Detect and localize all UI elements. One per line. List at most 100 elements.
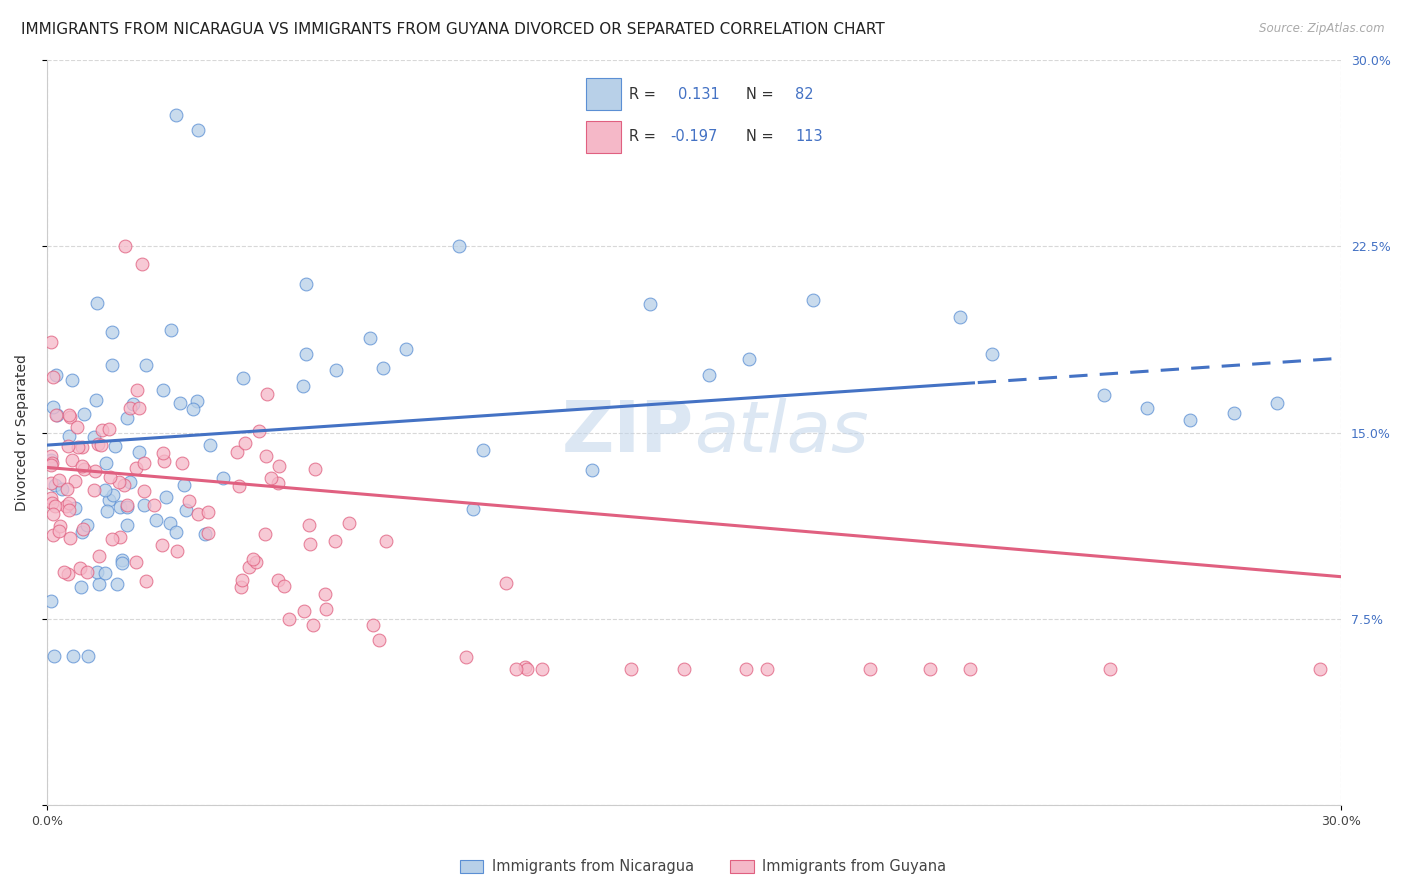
Point [125, 383, 148, 397]
Point [135, 574, 157, 588]
Point [58, 495, 80, 509]
Point [41, 594, 63, 608]
Point [169, 396, 191, 410]
Point [98, 493, 121, 508]
Point [292, 604, 315, 618]
Point [197, 526, 219, 541]
Point [918, 662, 941, 676]
Point [734, 662, 756, 676]
Point [229, 581, 252, 595]
Point [59, 531, 82, 545]
Point [225, 445, 247, 459]
Point [232, 371, 254, 385]
Point [194, 527, 217, 541]
Point [145, 513, 167, 527]
Point [41, 453, 63, 467]
Point [513, 660, 536, 674]
Point [111, 556, 134, 570]
Point [56, 439, 79, 453]
Point [187, 122, 209, 136]
Point [181, 401, 204, 416]
Point [211, 470, 233, 484]
Point [949, 310, 972, 324]
Point [447, 239, 470, 253]
Point [62, 649, 84, 664]
Point [58, 408, 80, 422]
Point [93, 566, 115, 580]
Point [108, 530, 131, 544]
Point [45, 368, 67, 382]
Text: IMMIGRANTS FROM NICARAGUA VS IMMIGRANTS FROM GUYANA DIVORCED OR SEPARATED CORREL: IMMIGRANTS FROM NICARAGUA VS IMMIGRANTS … [21, 22, 884, 37]
Point [337, 516, 360, 531]
Point [96, 504, 118, 518]
Point [89, 549, 111, 563]
Point [471, 442, 494, 457]
Point [98, 470, 121, 484]
Point [73, 407, 96, 421]
Point [247, 424, 270, 438]
Point [76, 518, 98, 533]
Point [673, 662, 696, 676]
Point [801, 293, 824, 307]
Point [83, 483, 105, 497]
Point [115, 517, 138, 532]
Point [260, 471, 283, 485]
Point [49, 518, 72, 533]
Point [115, 411, 138, 425]
Point [83, 465, 105, 479]
Point [359, 331, 381, 345]
Point [495, 575, 517, 590]
Point [186, 394, 208, 409]
Point [152, 445, 174, 459]
Point [187, 507, 209, 521]
Point [128, 444, 150, 458]
Point [516, 662, 538, 676]
Point [121, 397, 143, 411]
Point [87, 576, 110, 591]
Point [41, 458, 63, 472]
Point [94, 483, 117, 497]
Point [104, 439, 127, 453]
Point [1180, 413, 1202, 427]
Point [48, 473, 70, 487]
Point [48, 524, 70, 539]
Point [44, 499, 66, 513]
Point [253, 526, 276, 541]
Point [299, 537, 322, 551]
Point [267, 458, 290, 473]
Point [738, 352, 761, 367]
Point [72, 523, 94, 537]
Point [132, 484, 155, 499]
Point [530, 662, 553, 676]
Point [44, 478, 66, 492]
Point [153, 454, 176, 468]
Point [697, 368, 720, 383]
Point [41, 496, 63, 510]
Point [581, 463, 603, 477]
Point [160, 323, 183, 337]
Point [132, 456, 155, 470]
Point [131, 257, 153, 271]
Point [155, 490, 177, 504]
Point [166, 544, 188, 558]
Point [367, 632, 389, 647]
Point [41, 476, 63, 491]
Point [980, 347, 1002, 361]
Point [323, 533, 346, 548]
Point [273, 579, 295, 593]
Point [112, 478, 135, 492]
Point [56, 567, 79, 582]
Point [959, 662, 981, 676]
Point [72, 458, 94, 473]
Point [298, 518, 321, 533]
Point [277, 612, 299, 626]
Point [152, 383, 174, 397]
Point [454, 650, 477, 665]
Point [315, 601, 337, 615]
Point [76, 565, 98, 579]
Point [73, 462, 96, 476]
Point [108, 500, 131, 514]
Point [304, 462, 326, 476]
Point [69, 580, 91, 594]
Point [70, 524, 93, 539]
